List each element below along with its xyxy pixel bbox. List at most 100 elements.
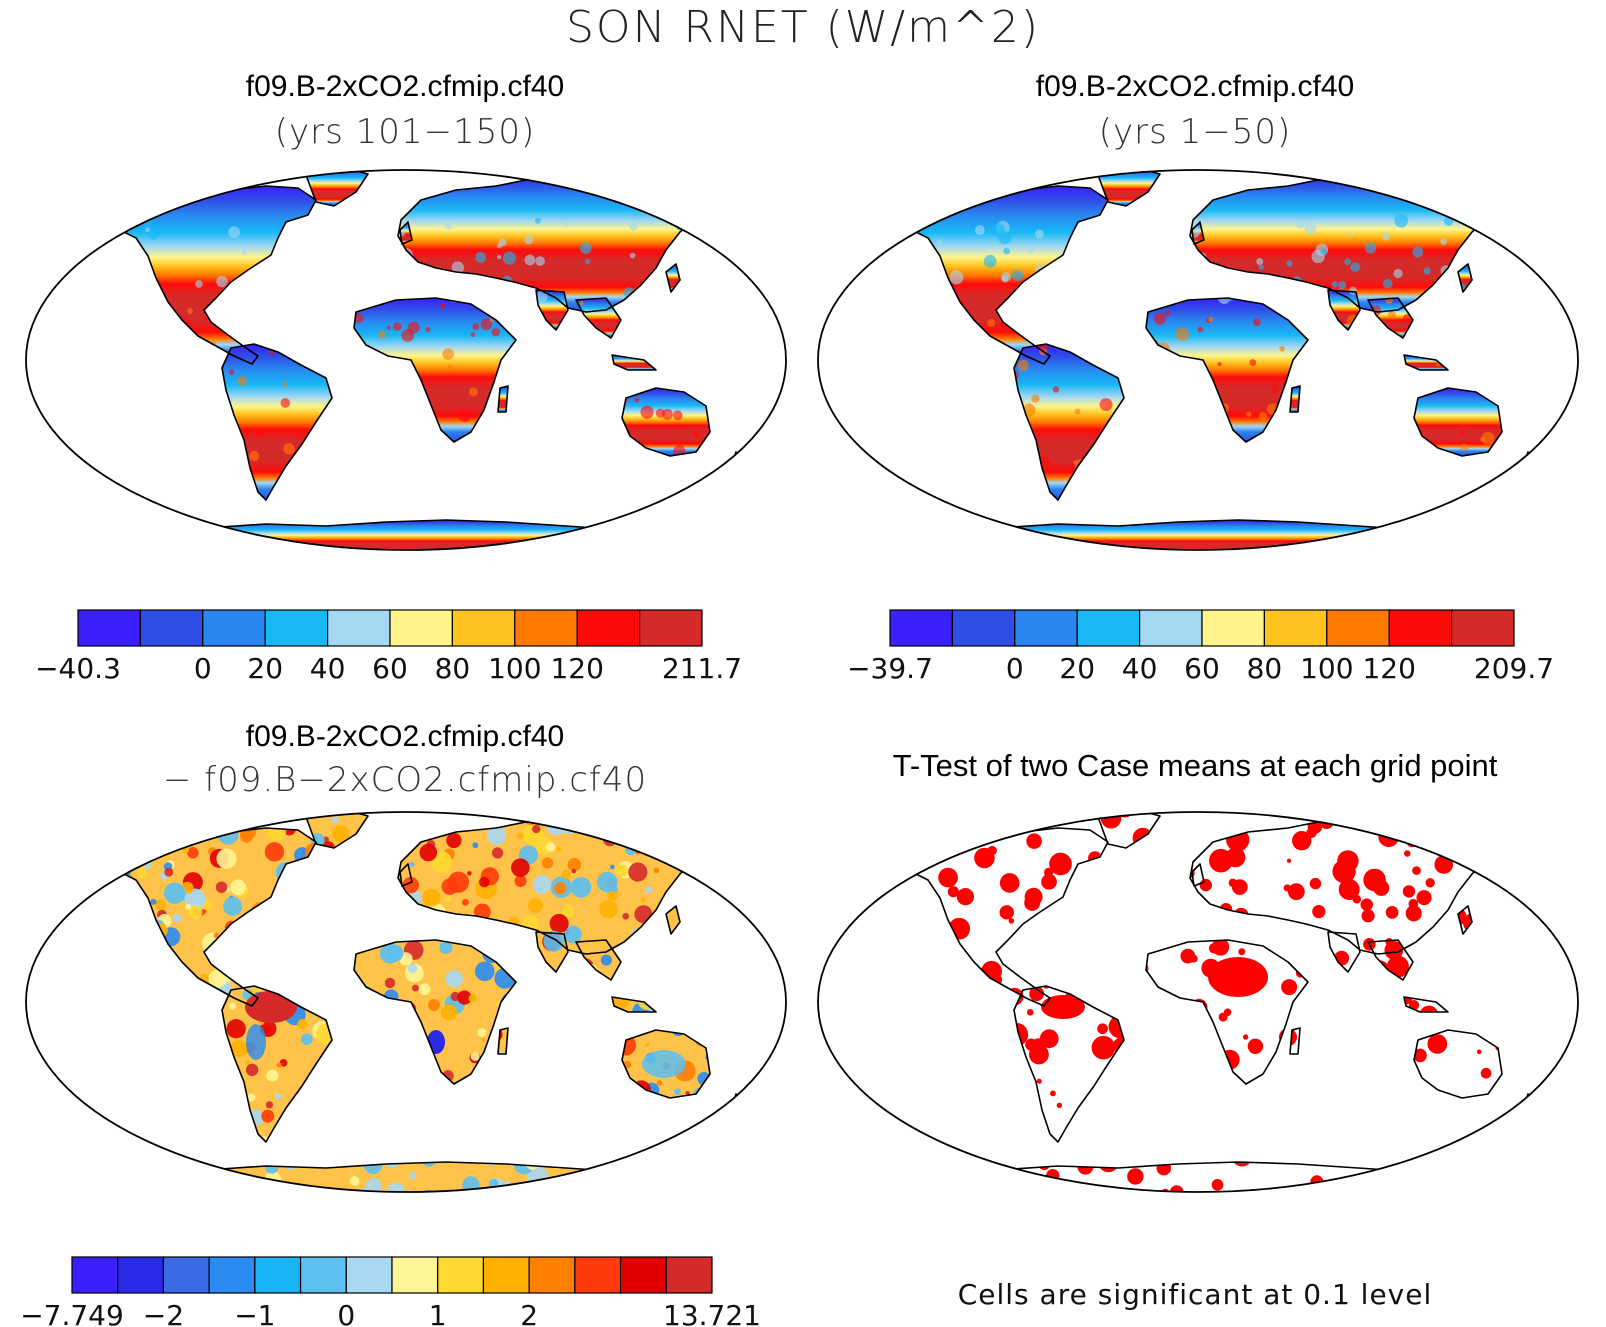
land-northAmerica <box>111 186 316 364</box>
colorbar-swatch <box>951 609 1016 647</box>
colorbar-tick-label: 100 <box>1300 652 1353 685</box>
map-border <box>25 811 787 1193</box>
coastline-seAsia <box>1367 939 1414 981</box>
coastline-india <box>1327 931 1361 973</box>
map-case2 <box>817 169 1579 551</box>
coastline-southAmerica <box>1013 343 1125 501</box>
colorbar-swatch <box>514 609 578 647</box>
colorbar-tick-label: 40 <box>310 652 346 685</box>
colorbar-swatch <box>202 609 266 647</box>
map-border <box>25 169 787 551</box>
coastline-uk <box>1191 863 1205 887</box>
colorbar-swatch <box>77 609 142 647</box>
colorbar-swatch <box>482 1256 530 1294</box>
coastline-australia <box>621 1029 711 1099</box>
colorbar-swatch <box>1388 609 1453 647</box>
coastline-africa <box>1145 939 1309 1085</box>
panel-diff-subtitle: − f09.B−2xCO2.cfmip.cf40 <box>162 760 648 800</box>
colorbar-swatch <box>451 609 516 647</box>
colorbar-tick-label: 0 <box>337 1299 355 1327</box>
colorbar-tick-label: −7.749 <box>20 1299 124 1327</box>
colorbar-tick-label: 80 <box>435 652 471 685</box>
coastline-northAmerica <box>110 185 317 365</box>
colorbar-tick-label: 2 <box>520 1299 538 1327</box>
coastline-indonesia <box>611 354 657 371</box>
coastline-japan <box>665 263 681 293</box>
coastline-japan <box>1457 263 1473 293</box>
panel-case1-title: f09.B-2xCO2.cfmip.cf40 <box>245 70 565 103</box>
colorbar-tick-label: 100 <box>488 652 541 685</box>
colorbar-swatch <box>437 1256 485 1294</box>
colorbar-tick-label: 0 <box>1006 652 1024 685</box>
colorbar-swatch <box>139 609 204 647</box>
colorbar-swatch <box>391 1256 439 1294</box>
colorbar-tick-label: 60 <box>372 652 408 685</box>
colorbar-tick-label: 0 <box>194 652 212 685</box>
coastline-uk <box>399 221 413 245</box>
coastline-madagascar <box>497 1027 509 1055</box>
coastline-madagascar <box>497 385 509 413</box>
land-madagascar <box>498 386 508 412</box>
map-border <box>817 169 1579 551</box>
colorbar-swatch <box>638 609 703 647</box>
colorbar-tick-label: −39.7 <box>847 652 933 685</box>
panel-case2-title: f09.B-2xCO2.cfmip.cf40 <box>1035 70 1355 103</box>
colorbar-swatch <box>1450 609 1515 647</box>
land-indonesia <box>612 355 656 370</box>
colorbar-tick-label: 20 <box>1059 652 1095 685</box>
colorbar-swatch <box>345 1256 393 1294</box>
coastline-northAmerica <box>902 827 1109 1007</box>
colorbar-swatch <box>889 609 954 647</box>
colorbar-swatch <box>619 1256 667 1294</box>
coastline-australia <box>621 387 711 457</box>
colorbar-tick-label: 13.721 <box>663 1299 761 1327</box>
land-southAmerica <box>222 344 332 500</box>
panel-ttest-title: T-Test of two Case means at each grid po… <box>892 748 1498 783</box>
map-ttest <box>817 811 1579 1193</box>
coastline-southAmerica <box>221 343 333 501</box>
coastline-madagascar <box>1289 1027 1301 1055</box>
coastline-india <box>535 931 569 973</box>
coastline-greenland <box>1097 812 1161 849</box>
land-southAmerica <box>1014 986 1124 1142</box>
colorbar-tick-label: 120 <box>1362 652 1415 685</box>
land-australia <box>622 388 710 456</box>
colorbar-swatch <box>254 1256 302 1294</box>
coastline-northAmerica <box>110 827 317 1007</box>
colorbar-swatch <box>574 1256 622 1294</box>
panel-diff-title: f09.B-2xCO2.cfmip.cf40 <box>245 720 565 753</box>
coastline-india <box>535 289 569 331</box>
colorbar-tick-label: 60 <box>1184 652 1220 685</box>
coastline-australia <box>1413 1029 1503 1099</box>
coastline-japan <box>1457 905 1473 935</box>
map-diff <box>25 811 787 1193</box>
colorbar-swatch <box>389 609 454 647</box>
coastline-southAmerica <box>1013 985 1125 1143</box>
colorbar-case1: −40.3 0 20 40 60 80 100 120 211.7 <box>35 609 742 685</box>
coastline-africa <box>1145 297 1309 443</box>
land-greenland <box>1098 170 1160 206</box>
coastline-india <box>1327 289 1361 331</box>
colorbar-swatch <box>1201 609 1266 647</box>
coastline-uk <box>1191 221 1205 245</box>
figure-title: SON RNET (W/m^2) <box>566 2 1040 53</box>
map-case1 <box>25 169 787 551</box>
coastline-southAmerica <box>221 985 333 1143</box>
coastline-indonesia <box>1403 354 1449 371</box>
colorbar-swatch <box>327 609 391 647</box>
colorbar-swatch <box>264 609 329 647</box>
land-australia <box>1414 388 1502 456</box>
colorbar-tick-label: 1 <box>429 1299 447 1327</box>
coastline-australia <box>1413 387 1503 457</box>
coastline-uk <box>399 863 413 887</box>
colorbar-swatch <box>162 1256 210 1294</box>
colorbar-tick-label: −2 <box>143 1299 184 1327</box>
colorbar-swatch <box>528 1256 576 1294</box>
coastline-seAsia <box>575 939 622 981</box>
coastline-greenland <box>305 812 369 849</box>
colorbar-swatch <box>299 1256 347 1294</box>
colorbar-case2: −39.7 0 20 40 60 80 100 120 209.7 <box>847 609 1554 685</box>
colorbar-swatch <box>665 1256 713 1294</box>
colorbar-tick-label: 120 <box>550 652 603 685</box>
coastline-madagascar <box>1289 385 1301 413</box>
